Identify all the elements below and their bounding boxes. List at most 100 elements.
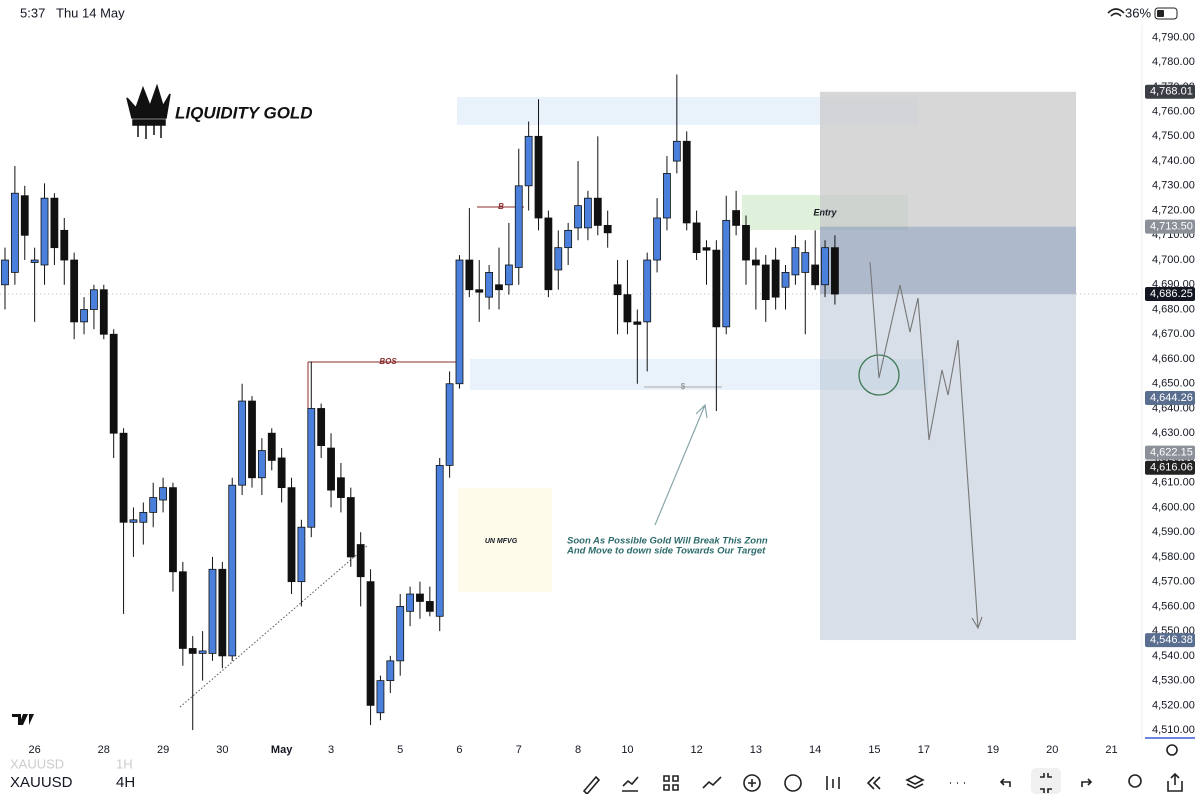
candle-body: [465, 259, 474, 291]
candle-body: [238, 400, 247, 486]
candle-body: [159, 487, 167, 501]
fullscreen-bg: [1031, 768, 1061, 794]
candle-body: [633, 321, 642, 325]
alert-button[interactable]: [784, 774, 802, 792]
candle-body: [485, 272, 494, 298]
y-tick-label: 4,790.00: [1152, 31, 1195, 43]
x-tick-label: 3: [328, 744, 334, 756]
y-tick-label: 4,570.00: [1152, 576, 1195, 588]
candle-body: [40, 197, 49, 266]
price-tag: [1145, 460, 1195, 475]
draw-tool[interactable]: [582, 775, 601, 794]
candle-body: [811, 264, 820, 286]
candle-body: [198, 650, 207, 654]
y-tick-label: 4,680.00: [1152, 303, 1195, 315]
candle-body: [742, 224, 750, 261]
y-tick-label: 4,700.00: [1152, 254, 1195, 266]
candle-body: [20, 195, 29, 236]
candle-body: [228, 484, 237, 657]
price-tag: [1145, 287, 1195, 302]
layers-button[interactable]: [905, 775, 925, 789]
position-box: [820, 91, 1076, 227]
symbol-name[interactable]: XAUUSD: [10, 774, 73, 791]
candle-body: [178, 571, 187, 649]
y-tick-label: 4,600.00: [1152, 501, 1195, 513]
redo-button[interactable]: [1081, 778, 1093, 787]
candle-body: [771, 259, 780, 298]
candle-body: [396, 606, 405, 662]
candle-body: [751, 259, 760, 266]
position-box: [820, 226, 1076, 295]
candle-body: [70, 259, 79, 323]
x-tick-label: 14: [809, 744, 821, 756]
x-tick-label: 13: [750, 744, 762, 756]
y-tick-label: 4,610.00: [1152, 477, 1195, 489]
y-tick-label: 4,740.00: [1152, 155, 1195, 167]
price-tag-label: 4,546.38: [1150, 634, 1193, 646]
candle-body: [129, 519, 138, 523]
candle-type[interactable]: [826, 776, 840, 790]
y-tick-label: 4,670.00: [1152, 328, 1195, 340]
candle-body: [623, 294, 632, 323]
x-tick-label: 15: [868, 744, 880, 756]
indicators-tool[interactable]: [622, 776, 639, 792]
candle-body: [524, 135, 533, 187]
candle-body: [1, 259, 9, 286]
layout-tool[interactable]: [663, 775, 679, 791]
candle-body: [574, 205, 582, 229]
add-button[interactable]: [743, 774, 761, 792]
y-tick-label: 4,780.00: [1152, 56, 1195, 68]
toolbar: [582, 768, 1183, 794]
candle-body: [504, 264, 513, 286]
symbol-interval[interactable]: 4H: [116, 774, 135, 791]
price-tag: [1145, 445, 1195, 460]
candle-body: [50, 197, 59, 249]
y-tick-label: 4,510.00: [1152, 724, 1195, 736]
candle-body: [109, 333, 118, 434]
battery-fill: [1157, 10, 1164, 17]
undo-button[interactable]: [999, 778, 1011, 787]
y-tick-label: 4,630.00: [1152, 427, 1195, 439]
candle-body: [60, 229, 69, 261]
candle-body: [781, 272, 790, 288]
battery-level: 36%: [1125, 5, 1151, 20]
candle-body: [564, 229, 573, 249]
x-tick-label: 7: [516, 744, 522, 756]
candle-body: [346, 497, 355, 558]
candle-body: [287, 487, 296, 583]
y-tick-label: 4,730.00: [1152, 180, 1195, 192]
candle-body: [722, 220, 731, 328]
candle-body: [376, 680, 385, 714]
candle-body: [416, 593, 424, 602]
candle-body: [356, 544, 365, 578]
candle-body: [584, 197, 592, 229]
note-arrow: [654, 403, 708, 526]
position-box: [820, 226, 1076, 641]
ideas-button[interactable]: [1128, 774, 1142, 788]
candle-body: [386, 660, 395, 682]
candle-body: [277, 457, 286, 489]
settings-button[interactable]: [1166, 744, 1178, 756]
candle-body: [327, 447, 335, 491]
y-tick-label: 4,640.00: [1152, 402, 1195, 414]
candle-body: [801, 252, 810, 273]
candle-body: [10, 192, 19, 273]
candle-body: [435, 464, 444, 617]
candle-body: [366, 581, 375, 706]
fullscreen-button[interactable]: [1040, 773, 1052, 793]
fvg-label: UN MFVG: [485, 538, 518, 545]
trend-line: [179, 544, 369, 708]
battery-icon: [1154, 7, 1178, 20]
note-line: Soon As Possible Gold Will Break This Zo…: [567, 536, 768, 547]
x-tick-label: 20: [1046, 744, 1058, 756]
position-layer: [820, 91, 1076, 641]
note-line: And Move to down side Towards Our Target: [566, 546, 766, 557]
ghost-interval: 1H: [116, 756, 133, 771]
candle-body: [317, 408, 326, 446]
compare-tool[interactable]: [702, 776, 722, 789]
share-button[interactable]: [1167, 772, 1183, 792]
candle-body: [672, 140, 681, 162]
replay-button[interactable]: [866, 776, 881, 790]
candle-body: [732, 210, 741, 226]
candle-body: [495, 284, 503, 291]
